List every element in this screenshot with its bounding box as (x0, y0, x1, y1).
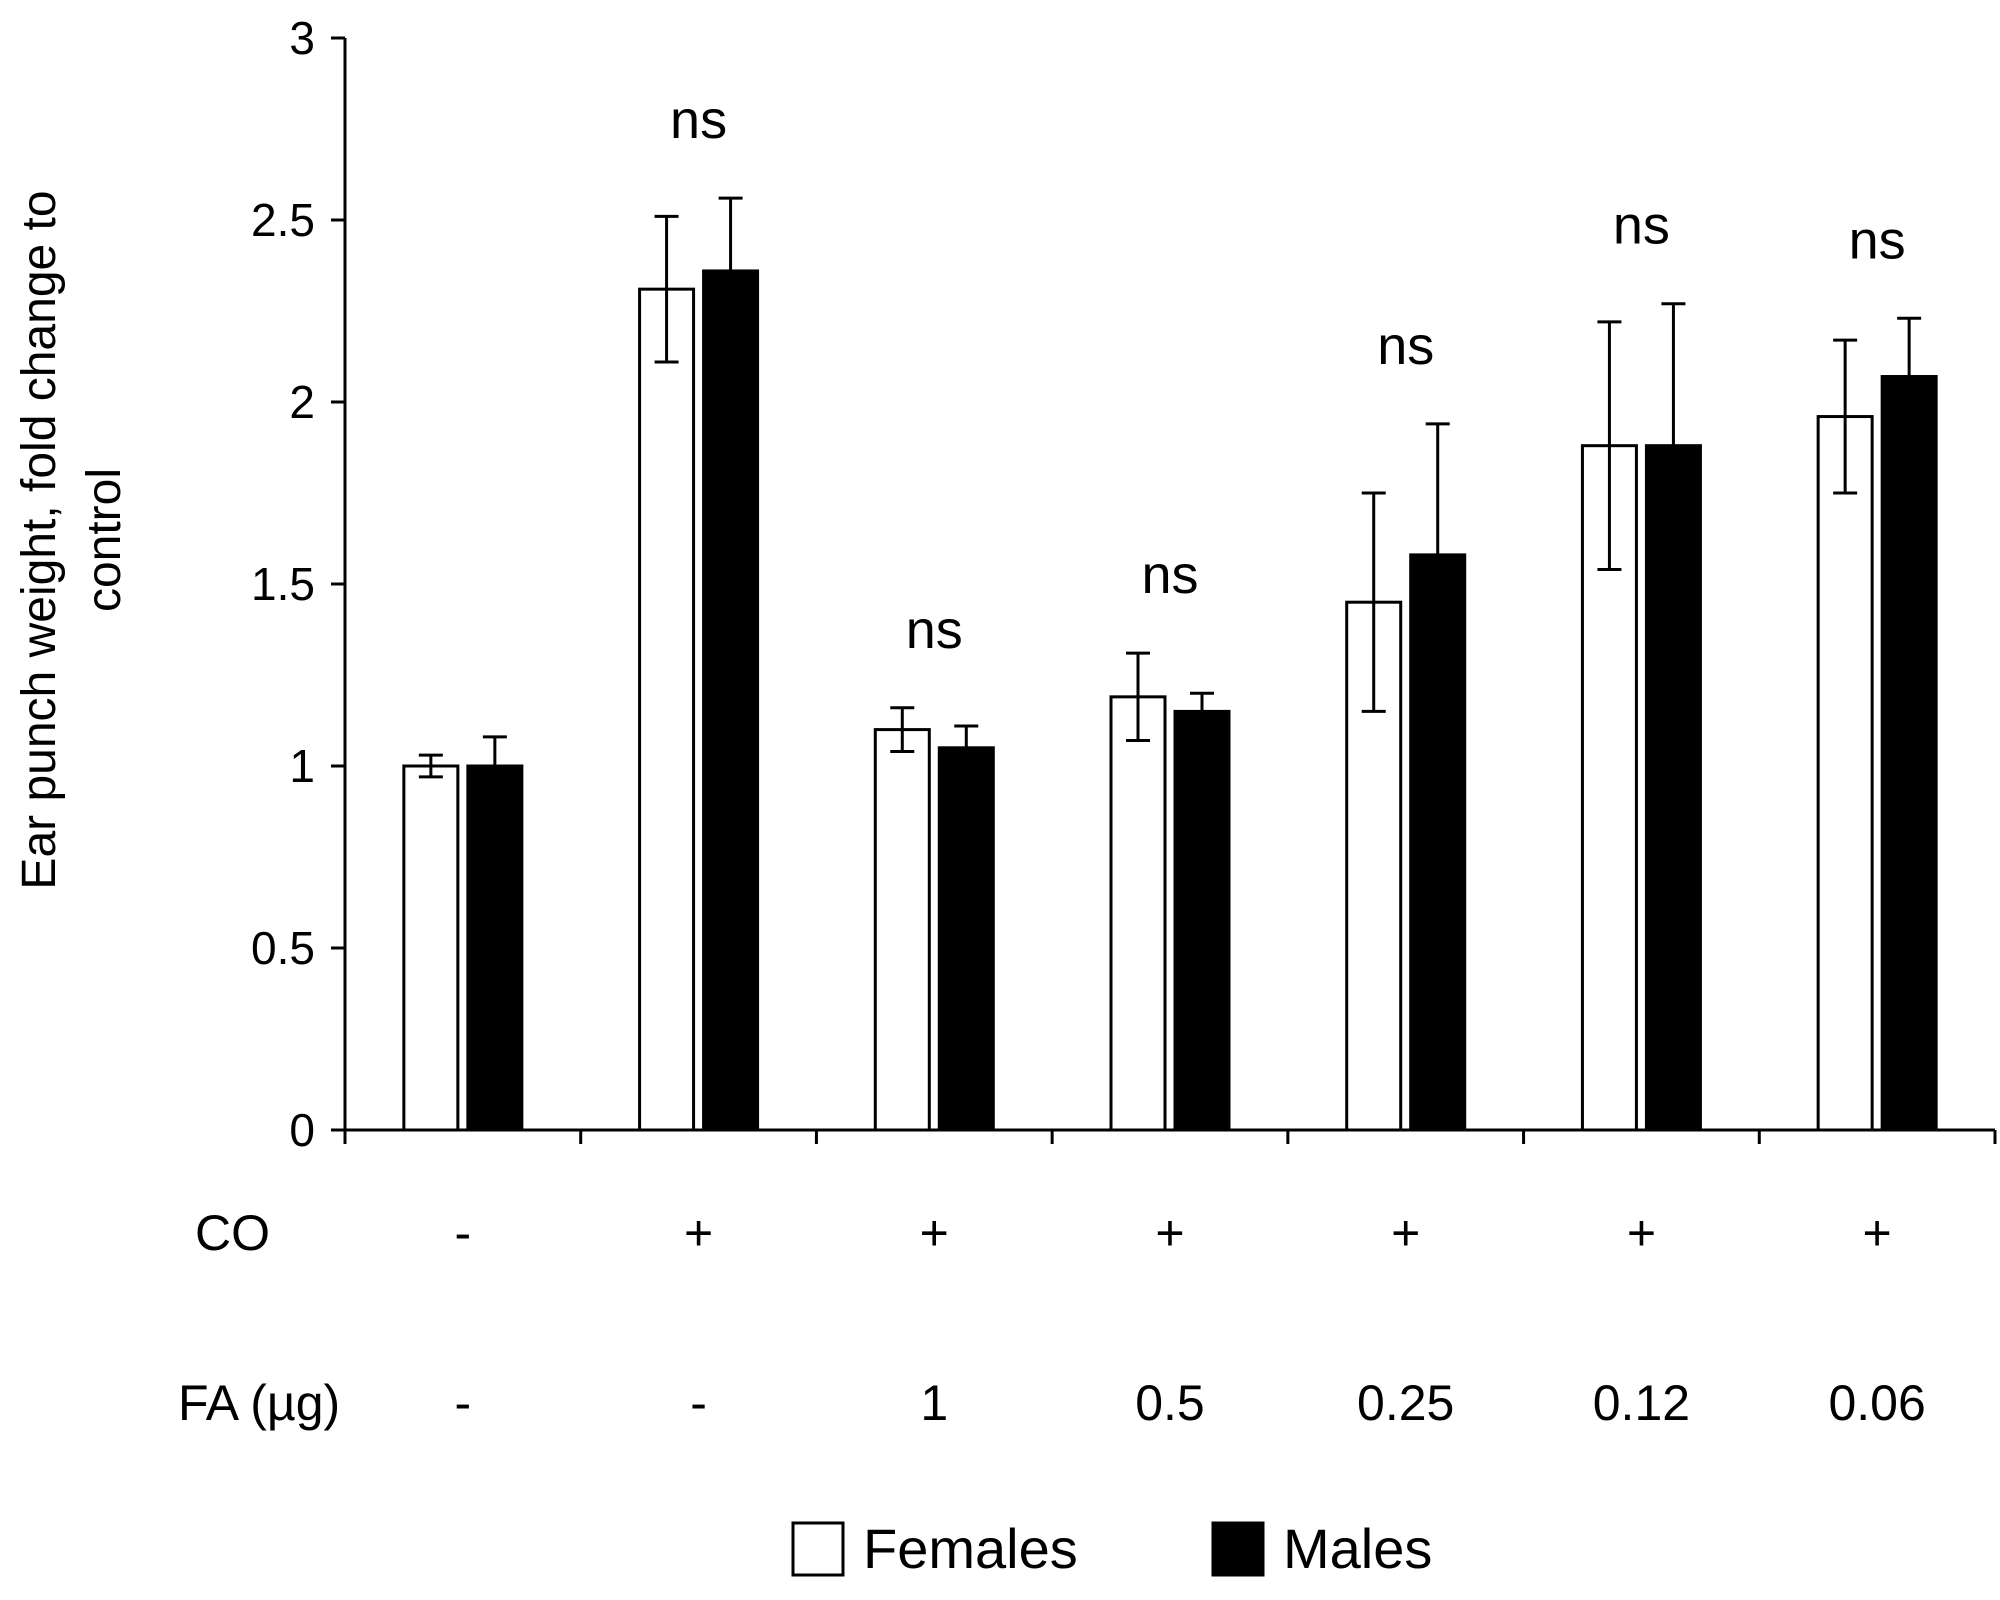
bar-females-4 (1109, 695, 1167, 1132)
fa-value: - (690, 1375, 707, 1431)
bar-males-7 (1880, 375, 1938, 1132)
y-tick-label: 1 (289, 740, 315, 792)
error-bars (418, 196, 1922, 797)
y-tick-label: 2 (289, 376, 315, 428)
error-bar (954, 724, 979, 772)
error-bar (890, 706, 915, 753)
co-row-label: CO (195, 1205, 270, 1261)
y-axis-label: Ear punch weight, fold change to control (13, 190, 131, 889)
ns-label: ns (670, 90, 727, 150)
error-bar (418, 753, 443, 779)
error-bar (1597, 320, 1622, 571)
error-bar (654, 214, 679, 364)
co-value: + (1391, 1205, 1420, 1261)
co-value: - (455, 1205, 472, 1261)
ns-label: ns (1613, 196, 1670, 256)
bar-males-4 (1173, 709, 1231, 1132)
bar-females-2 (638, 287, 696, 1132)
y-tick-label: 2.5 (251, 194, 315, 246)
error-bar (1425, 422, 1450, 688)
bars (402, 269, 1938, 1132)
error-bar (718, 196, 743, 346)
legend: Females Males (791, 1517, 1432, 1580)
y-tick-label: 1.5 (251, 558, 315, 610)
bar-males-1 (466, 764, 524, 1132)
significance-annotations: ns ns ns ns ns ns (670, 90, 1906, 660)
co-value: + (684, 1205, 713, 1261)
bar-females-1 (402, 764, 460, 1132)
co-value: + (1863, 1205, 1892, 1261)
error-bar (1833, 338, 1858, 495)
y-axis: 0 0.5 1 1.5 2 2.5 3 (251, 12, 347, 1156)
bar-males-5 (1409, 553, 1467, 1132)
co-value: + (920, 1205, 949, 1261)
y-tick-label: 0.5 (251, 922, 315, 974)
legend-item-males: Males (1211, 1517, 1432, 1580)
error-bar (1190, 691, 1214, 732)
legend-item-females: Females (791, 1517, 1078, 1580)
x-axis (331, 1128, 1997, 1144)
fa-value: 0.5 (1135, 1375, 1205, 1431)
fa-value: 0.12 (1593, 1375, 1690, 1431)
y-axis-label-line: control (78, 468, 131, 612)
legend-swatch (791, 1521, 845, 1577)
y-tick-label: 0 (289, 1104, 315, 1156)
ns-label: ns (1377, 316, 1434, 376)
error-bar (1126, 651, 1150, 743)
error-bar (1897, 316, 1922, 437)
legend-label: Males (1283, 1517, 1432, 1580)
error-bar (1361, 491, 1386, 713)
ns-label: ns (1849, 210, 1906, 270)
bar-males-2 (702, 269, 760, 1132)
error-bar (482, 735, 507, 797)
legend-label: Females (863, 1517, 1078, 1580)
error-bar (1661, 302, 1686, 590)
co-value: + (1627, 1205, 1656, 1261)
co-value: + (1155, 1205, 1184, 1261)
ns-label: ns (1141, 545, 1198, 605)
bar-females-3 (873, 728, 931, 1132)
bar-males-3 (937, 746, 995, 1132)
fa-row-label: FA (µg) (178, 1375, 340, 1431)
co-row: CO - + + + + + + (195, 1205, 1892, 1261)
bar-females-7 (1816, 415, 1874, 1132)
ns-label: ns (906, 600, 963, 660)
y-tick-label: 3 (289, 12, 315, 64)
y-axis-label-line: Ear punch weight, fold change to (13, 190, 66, 889)
fa-value: - (455, 1375, 472, 1431)
fa-row: FA (µg) - - 1 0.5 0.25 0.12 0.06 (178, 1375, 1926, 1431)
fa-value: 0.06 (1828, 1375, 1925, 1431)
fa-value: 0.25 (1357, 1375, 1454, 1431)
fa-value: 1 (920, 1375, 948, 1431)
legend-swatch (1211, 1521, 1265, 1577)
